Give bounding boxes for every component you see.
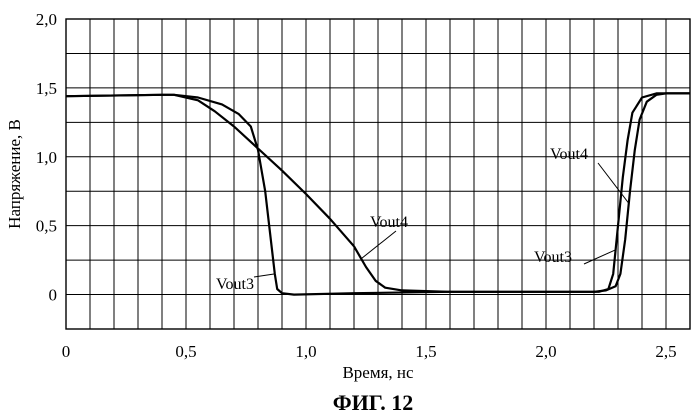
y-tick-label: 1,0: [36, 148, 57, 167]
annotation-vout4: Vout4: [370, 214, 408, 231]
annotation-leader: [597, 162, 630, 204]
series-line-vout3: [65, 92, 690, 296]
y-tick-label: 0,5: [36, 217, 57, 236]
annotation-leader: [583, 249, 616, 265]
annotation-leader: [253, 273, 275, 278]
plot-frame: [65, 18, 691, 330]
x-tick-label: 2,5: [655, 342, 676, 361]
annotations: Vout4 Vout3 Vout4 Vout3: [216, 146, 630, 293]
y-axis-label: Напряжение, В: [5, 119, 24, 229]
series-group: [65, 92, 690, 296]
annotation-leader: [360, 230, 397, 260]
x-tick-label: 1,5: [415, 342, 436, 361]
figure-caption: ФИГ. 12: [333, 390, 414, 415]
y-tick-label: 2,0: [36, 10, 57, 29]
x-axis-label: Время, нс: [342, 363, 414, 382]
annotation-vout4: Vout4: [550, 146, 588, 163]
y-tick-label: 1,5: [36, 79, 57, 98]
y-tick-label: 0: [49, 286, 58, 305]
x-tick-label: 2,0: [535, 342, 556, 361]
series-line-vout4: [65, 92, 690, 293]
x-tick-label: 0,5: [175, 342, 196, 361]
x-tick-label: 1,0: [295, 342, 316, 361]
x-tick-label: 0: [62, 342, 71, 361]
tick-labels: 0 0,5 1,0 1,5 2,0 2,5 0 0,5 1,0 1,5 2,0: [36, 10, 677, 361]
annotation-vout3: Vout3: [534, 249, 572, 266]
annotation-vout3: Vout3: [216, 276, 254, 293]
